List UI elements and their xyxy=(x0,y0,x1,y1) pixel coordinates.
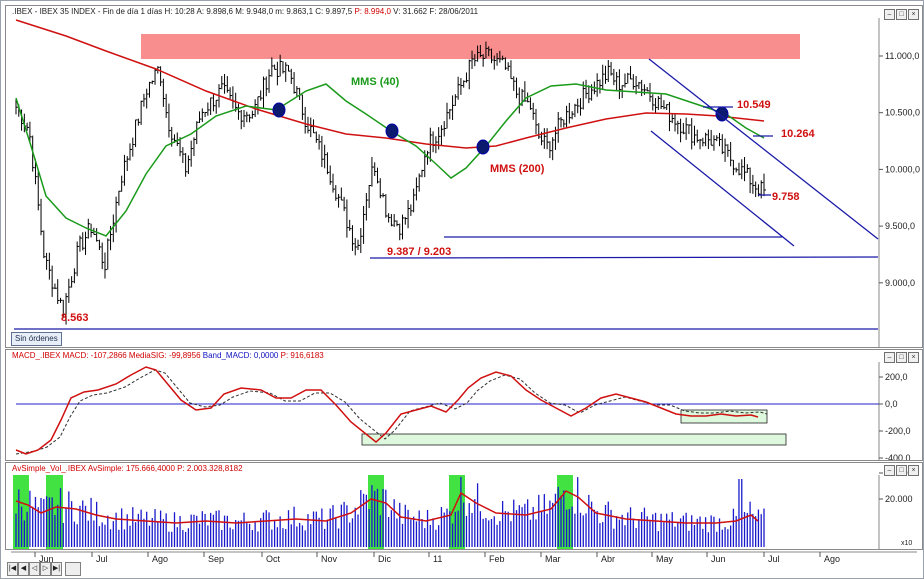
vol-tick-label: 20.000 xyxy=(885,494,913,504)
volume-highlight xyxy=(46,475,63,549)
resistance-zone xyxy=(141,34,800,59)
volume-header: AvSimple_Vol_.IBEX AvSimple: 175.666,400… xyxy=(12,464,243,473)
date-tick-label: Jul xyxy=(96,554,108,564)
prev-icon[interactable]: ◁ xyxy=(29,562,40,576)
price-pane[interactable]: .IBEX - IBEX 35 INDEX - Fin de día 1 día… xyxy=(5,5,923,348)
mms200-label: MMS (200) xyxy=(490,163,545,175)
last-icon[interactable]: ▶| xyxy=(51,562,62,576)
trend-lower-line xyxy=(650,130,795,247)
macd-tick-label: 0,0 xyxy=(885,399,898,409)
crossover-marker xyxy=(476,139,490,155)
level-9203-line xyxy=(369,256,879,259)
crossover-marker xyxy=(272,102,286,118)
price-header: .IBEX - IBEX 35 INDEX - Fin de día 1 día… xyxy=(12,7,478,16)
macd-restore-icon[interactable]: □ xyxy=(896,352,907,363)
trend-upper-line xyxy=(648,58,879,240)
mms40-line xyxy=(15,83,765,237)
date-tick-label: May xyxy=(656,554,674,564)
sin-ordenes-label[interactable]: Sin órdenes xyxy=(11,332,62,346)
macd-minimize-icon[interactable]: – xyxy=(884,352,895,363)
price-tick-label: 9.000,0 xyxy=(885,278,915,288)
date-tick-label: 11 xyxy=(433,554,442,564)
price-header-p: P: 8.994,0 xyxy=(354,7,391,16)
vol-minimize-icon[interactable]: – xyxy=(884,465,895,476)
macd-header-band: Band_MACD: 0,0000 xyxy=(202,351,279,360)
level-10264-label: 10.264 xyxy=(781,128,816,140)
macd-close-icon[interactable]: × xyxy=(908,352,919,363)
price-tick-label: 10.500,0 xyxy=(885,108,920,118)
price-header-tail: V: 31.662 F: 28/06/2011 xyxy=(393,7,479,16)
date-tick-label: Nov xyxy=(321,554,338,564)
mms40-label: MMS (40) xyxy=(351,76,400,88)
date-tick-label: Dic xyxy=(378,554,391,564)
price-chart: 11.000,0 10.500,0 10.000,0 9.500,0 9.000,0 MM… xyxy=(14,18,920,347)
macd-line xyxy=(15,366,759,455)
date-tick-label: Jun xyxy=(711,554,726,564)
date-tick-label: Ago xyxy=(824,554,840,564)
macd-header-p: P: 916,6183 xyxy=(280,351,324,360)
volume-pane[interactable]: AvSimple_Vol_.IBEX AvSimple: 175.666,400… xyxy=(5,462,923,550)
minimize-icon[interactable]: – xyxy=(884,9,895,20)
date-axis: Jun Jul Ago Sep Oct Nov Dic 11 Feb Mar Abr May Jun Ju… xyxy=(11,551,917,564)
date-tick-label: Feb xyxy=(489,554,505,564)
macd-tick-label: -200,0 xyxy=(885,426,911,436)
volume-highlight xyxy=(557,475,573,549)
next-icon[interactable]: ▷ xyxy=(40,562,51,576)
date-tick-label: Oct xyxy=(266,554,281,564)
macd-pane[interactable]: MACD_.IBEX MACD: -107,2866 MediaSIG: -99… xyxy=(5,349,923,461)
price-header-text: .IBEX - IBEX 35 INDEX - Fin de día 1 día… xyxy=(12,7,353,16)
level-9758-label: 9.758 xyxy=(772,191,800,203)
price-tick-label: 11.000,0 xyxy=(885,51,919,61)
vol-close-icon[interactable]: × xyxy=(908,465,919,476)
volume-header-text: AvSimple_Vol_.IBEX AvSimple: 175.666,400… xyxy=(12,464,243,473)
date-tick-label: Sep xyxy=(208,554,224,564)
first-icon[interactable]: |◀ xyxy=(7,562,18,576)
close-icon[interactable]: × xyxy=(908,9,919,20)
level-9387-label: 9.387 / 9.203 xyxy=(387,246,451,258)
volume-average-line xyxy=(15,490,759,524)
price-tick-label: 10.000,0 xyxy=(885,164,920,174)
level-10549-label: 10.549 xyxy=(737,99,771,111)
date-tick-label: Abr xyxy=(601,554,615,564)
level-8563-label: 8.563 xyxy=(61,312,89,324)
mms200-line xyxy=(15,19,765,149)
macd-low-zone xyxy=(361,433,787,446)
macd-header-text: MACD_.IBEX MACD: -107,2866 MediaSIG: -99… xyxy=(12,351,201,360)
price-tick-label: 9.500,0 xyxy=(885,221,915,231)
macd-tick-label: 200,0 xyxy=(885,372,908,382)
vol-restore-icon[interactable]: □ xyxy=(896,465,907,476)
macd-header: MACD_.IBEX MACD: -107,2866 MediaSIG: -99… xyxy=(12,351,324,360)
prev-page-icon[interactable]: ◀ xyxy=(18,562,29,576)
restore-icon[interactable]: □ xyxy=(896,9,907,20)
date-tick-label: Jul xyxy=(768,554,780,564)
signal-line xyxy=(15,369,768,455)
date-tick-label: Jun xyxy=(39,554,54,564)
zoom-toggle-icon[interactable] xyxy=(65,562,81,576)
volume-highlight xyxy=(368,475,384,549)
crossover-marker xyxy=(385,123,399,139)
date-tick-label: Mar xyxy=(545,554,561,564)
macd-tick-label: -400,0 xyxy=(885,453,911,460)
macd-chart: 200,0 0,0 -200,0 -400,0 xyxy=(15,362,911,460)
volume-highlight xyxy=(449,475,465,549)
vol-scale-label: x10 xyxy=(901,540,912,547)
date-tick-label: Ago xyxy=(152,554,168,564)
